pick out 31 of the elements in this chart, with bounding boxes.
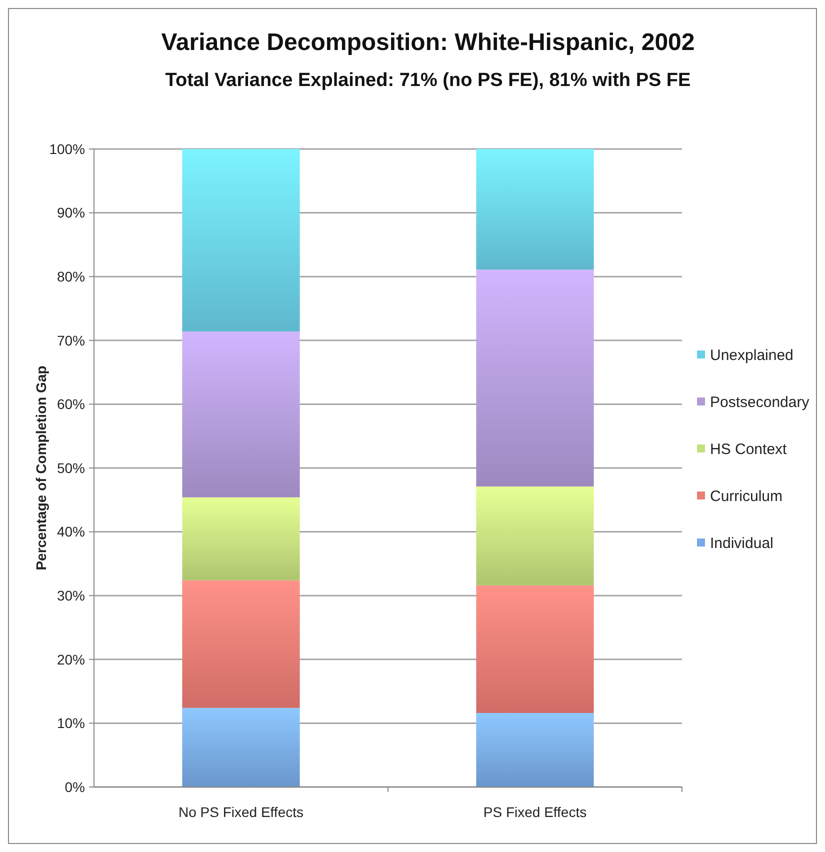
y-tick-label: 80% — [56, 268, 85, 284]
y-tick-label: 90% — [56, 204, 85, 221]
bar — [476, 585, 594, 713]
y-tick-label: 0% — [64, 778, 85, 795]
chart-title: Variance Decomposition: White-Hispanic, 2002 — [161, 29, 695, 56]
legend-label: Individual — [710, 534, 774, 552]
bar — [476, 712, 594, 787]
legend-label: Unexplained — [710, 346, 794, 364]
y-tick-label: 20% — [56, 651, 85, 668]
y-tick-label: 60% — [56, 396, 85, 412]
y-axis-title: Percentage of Completion Gap — [33, 366, 49, 570]
x-tick-label: PS Fixed Effects — [483, 804, 587, 820]
y-tick-label: 40% — [56, 524, 85, 540]
bar — [476, 270, 594, 486]
bar — [182, 331, 300, 498]
y-tick-label: 50% — [56, 460, 85, 476]
legend-label: Postsecondary — [710, 394, 810, 411]
legend-label: Curriculum — [710, 488, 783, 505]
bar — [182, 708, 300, 787]
x-tick-label: No PS Fixed Effects — [178, 804, 304, 820]
y-tick-label: 30% — [56, 588, 85, 604]
bar — [476, 149, 594, 270]
y-tick-label: 10% — [56, 715, 85, 732]
legend-label: HS Context — [710, 440, 788, 458]
bar — [182, 149, 300, 332]
y-tick-label: 100% — [49, 140, 85, 157]
bar — [476, 486, 594, 586]
bar — [182, 497, 300, 580]
bar — [182, 580, 300, 708]
chart-subtitle: Total Variance Explained: 71% (no PS FE), 81% with PS FE — [165, 70, 691, 91]
y-tick-label: 70% — [56, 332, 85, 348]
